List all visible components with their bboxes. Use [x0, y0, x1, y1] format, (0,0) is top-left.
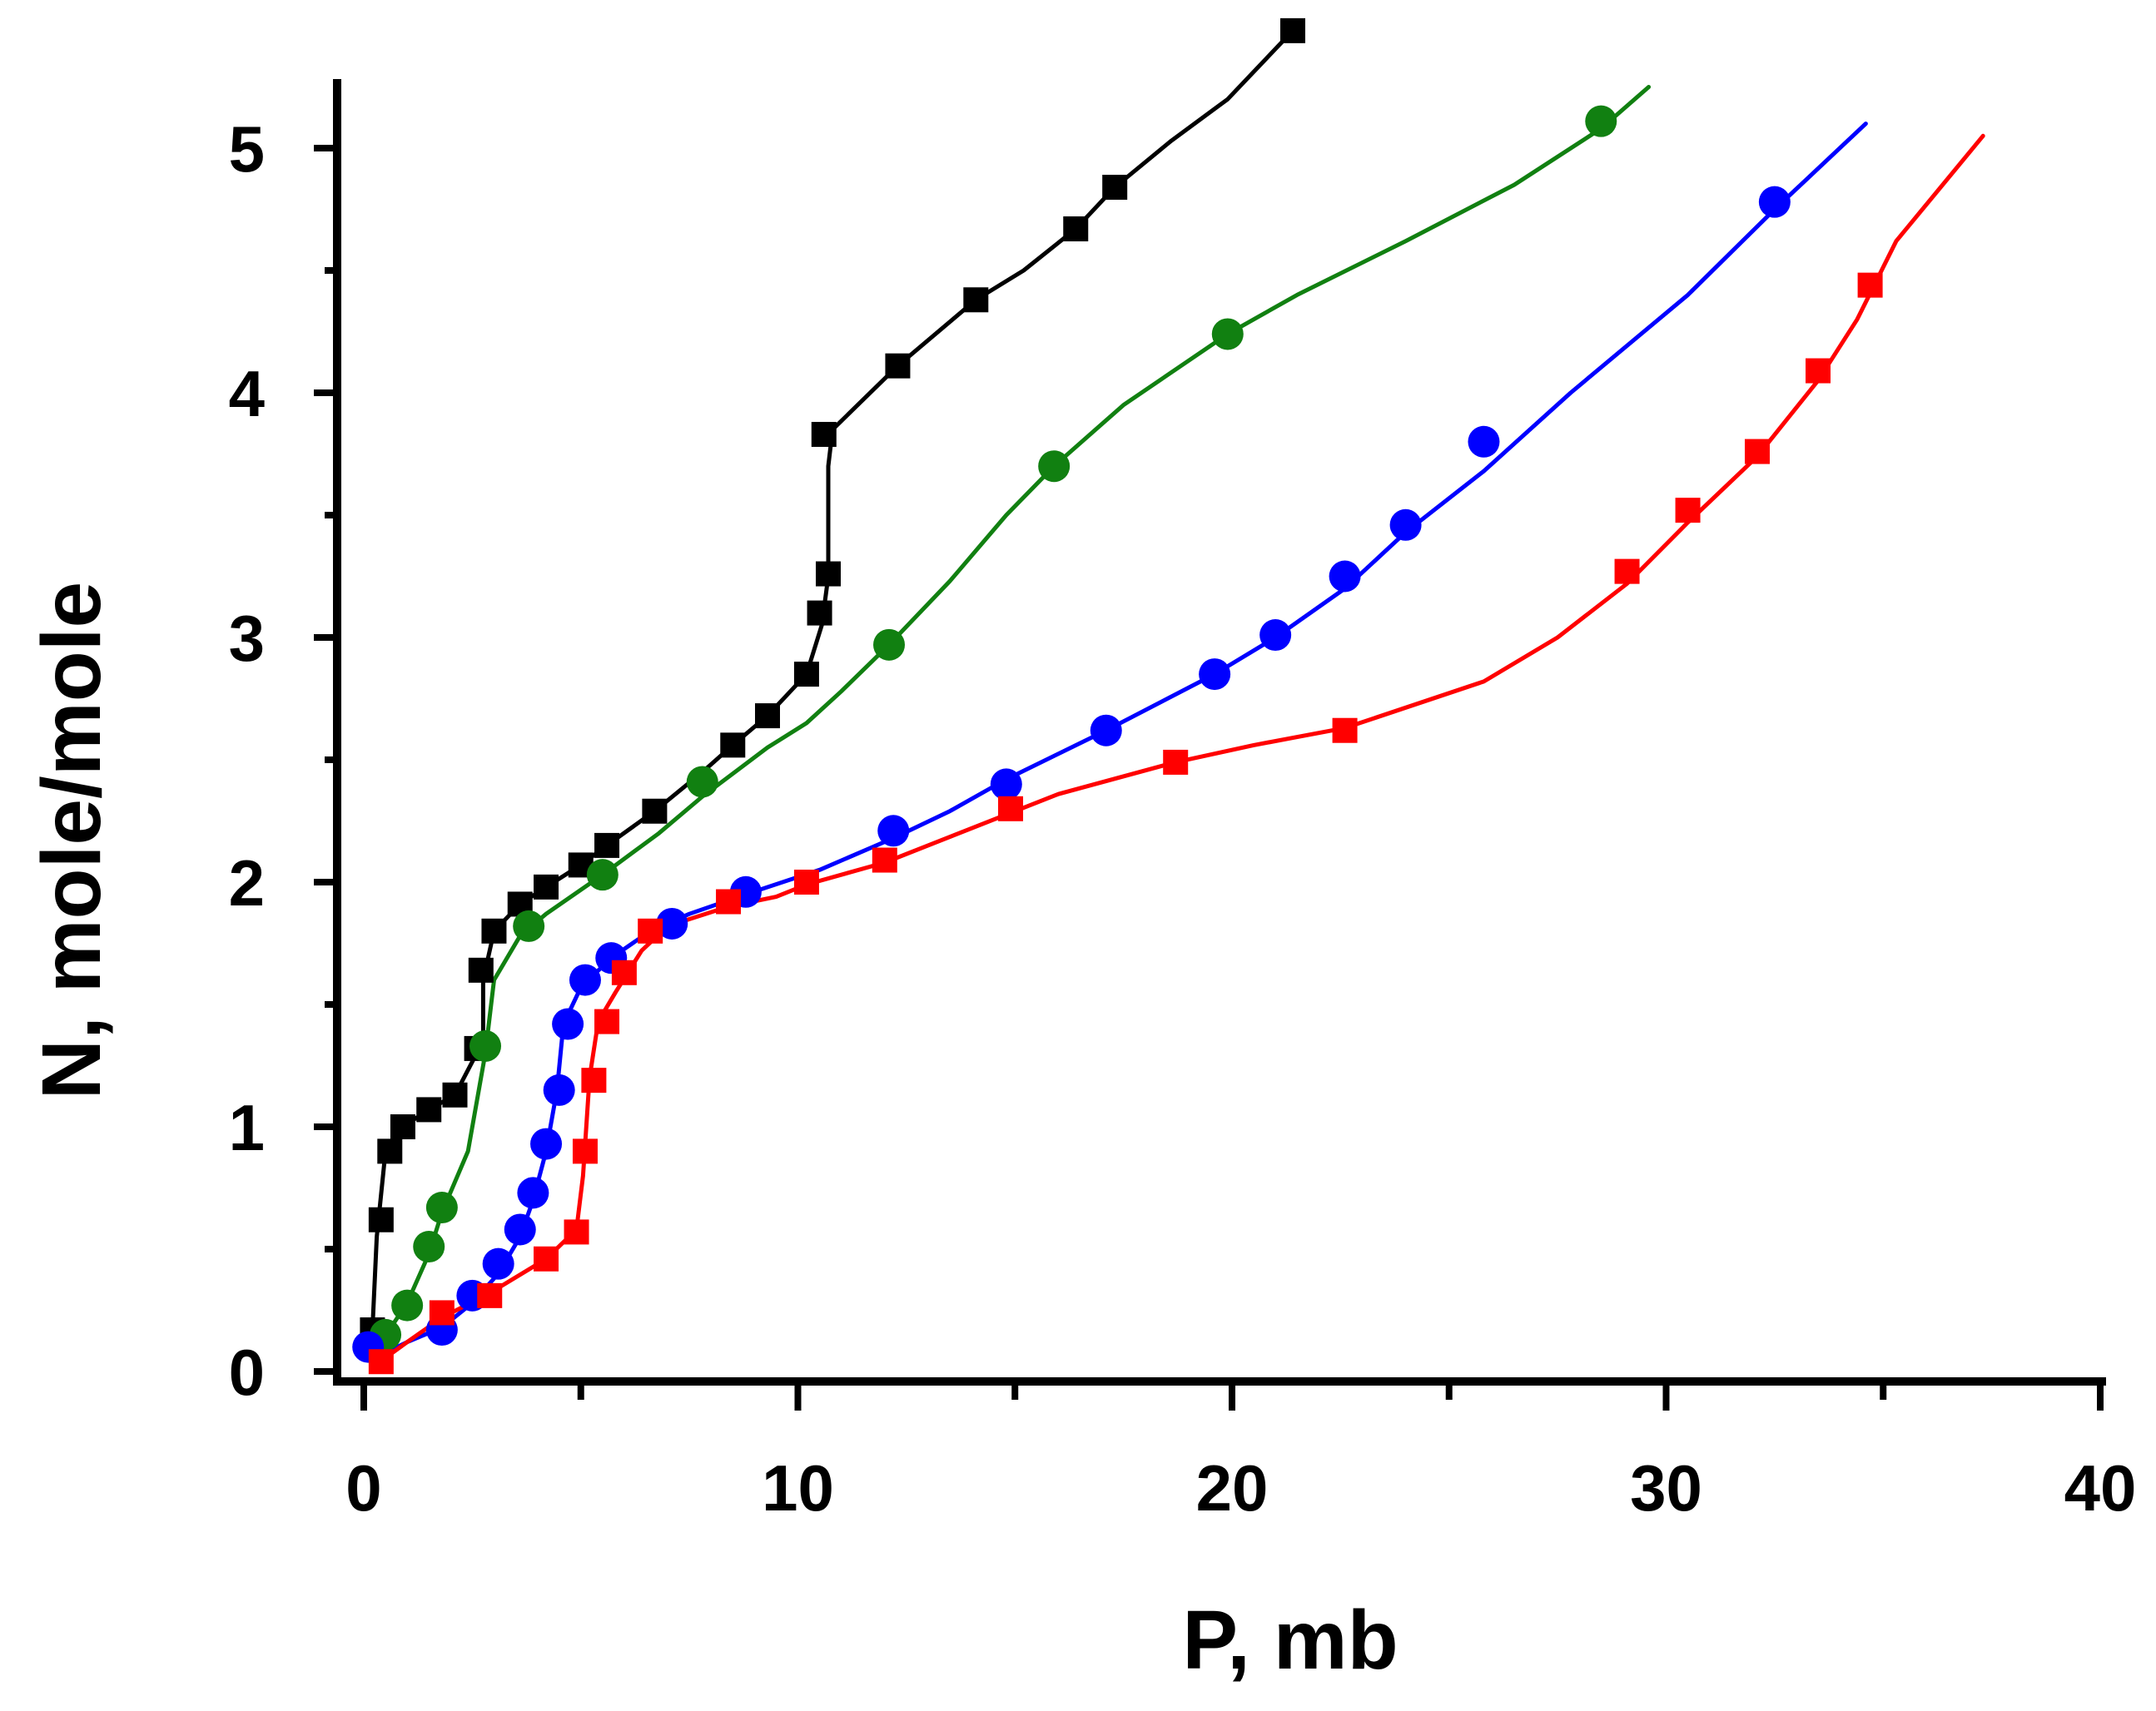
red-data-point — [1675, 498, 1701, 523]
blue-data-point — [656, 907, 688, 940]
green-data-point — [1585, 105, 1617, 137]
blue-data-point — [1329, 560, 1361, 593]
blue-data-point — [1758, 186, 1791, 218]
blue-data-point — [517, 1177, 549, 1209]
red-data-point — [998, 796, 1024, 821]
black-data-point — [390, 1114, 415, 1139]
axes — [333, 79, 2106, 1386]
black-data-point — [1063, 216, 1089, 242]
red-data-point — [1332, 717, 1358, 743]
green-data-point — [873, 628, 906, 661]
blue-data-point — [504, 1213, 536, 1246]
x-tick-label: 20 — [1196, 1451, 1269, 1525]
black-data-point — [468, 957, 494, 983]
x-axis-title: P, mb — [1182, 1594, 1398, 1687]
red-data-point — [1857, 272, 1883, 298]
x-tick-label: 10 — [762, 1451, 834, 1525]
green-data-point — [1211, 318, 1244, 350]
black-data-point — [720, 732, 746, 758]
blue-data-point — [1389, 508, 1422, 541]
red-data-point — [793, 870, 819, 895]
blue-data-point — [482, 1247, 514, 1280]
y-ticks: 0 1 2 3 4 5 — [229, 112, 337, 1409]
red-data-point — [368, 1349, 394, 1375]
black-series-line — [370, 28, 1295, 1332]
x-tick-label: 30 — [1630, 1451, 1702, 1525]
red-data-point — [638, 918, 663, 944]
black-data-point — [442, 1082, 468, 1108]
black-data-point — [793, 662, 819, 687]
green-data-point — [413, 1231, 445, 1263]
x-tick-label: 40 — [2064, 1451, 2137, 1525]
blue-data-point — [990, 768, 1022, 801]
black-data-point — [594, 832, 620, 858]
black-data-point — [1102, 175, 1128, 201]
blue-data-point — [1259, 619, 1292, 652]
blue-data-point — [530, 1128, 563, 1160]
red-data-point — [564, 1219, 589, 1245]
y-tick-label: 2 — [229, 846, 265, 920]
black-data-point — [754, 703, 780, 729]
black-data-point — [642, 798, 668, 824]
green-data-point — [425, 1192, 458, 1224]
blue-series-line — [370, 122, 1868, 1361]
blue-data-point — [1199, 658, 1231, 691]
black-data-point — [416, 1097, 442, 1123]
black-data-point — [534, 874, 559, 900]
red-data-point — [611, 960, 637, 985]
black-data-point — [807, 600, 832, 626]
black-data-point — [963, 287, 989, 313]
x-ticks: 0 10 20 30 40 — [345, 1381, 2136, 1525]
red-data-point — [1163, 749, 1189, 775]
green-data-point — [391, 1289, 424, 1322]
green-data-point — [586, 859, 618, 891]
blue-data-point — [543, 1074, 575, 1106]
red-data-point — [716, 889, 742, 915]
y-tick-label: 3 — [229, 602, 265, 675]
black-data-point — [1280, 17, 1306, 43]
black-data-point — [811, 421, 837, 447]
red-data-point — [872, 847, 897, 873]
red-data-point — [429, 1300, 455, 1326]
black-data-point — [481, 918, 507, 944]
red-data-point — [477, 1282, 503, 1308]
red-data-point — [581, 1068, 607, 1094]
red-data-point — [1806, 358, 1831, 384]
y-axis-title: N, mole/mole — [25, 582, 118, 1099]
red-data-point — [594, 1009, 620, 1034]
red-data-point — [1614, 558, 1640, 584]
green-data-point — [513, 910, 545, 942]
black-data-point — [368, 1207, 394, 1232]
green-series-line — [379, 85, 1652, 1345]
y-tick-label: 0 — [229, 1336, 265, 1409]
red-data-point — [1745, 439, 1771, 464]
black-data-point — [885, 353, 911, 379]
y-tick-label: 1 — [229, 1091, 265, 1164]
red-data-point — [534, 1246, 559, 1272]
blue-data-point — [1090, 714, 1122, 746]
green-data-point — [469, 1029, 502, 1062]
series-markers — [352, 17, 1883, 1375]
blue-data-point — [1468, 425, 1500, 458]
green-data-point — [1038, 450, 1071, 483]
blue-data-point — [552, 1008, 584, 1040]
blue-data-point — [569, 964, 601, 996]
x-tick-label: 0 — [345, 1451, 381, 1525]
black-data-point — [816, 561, 842, 587]
blue-data-point — [877, 815, 910, 847]
series-curves — [370, 28, 1985, 1366]
y-tick-label: 5 — [229, 112, 265, 186]
red-data-point — [572, 1138, 598, 1164]
black-data-point — [377, 1138, 403, 1164]
y-tick-label: 4 — [229, 357, 265, 430]
green-data-point — [686, 766, 718, 798]
